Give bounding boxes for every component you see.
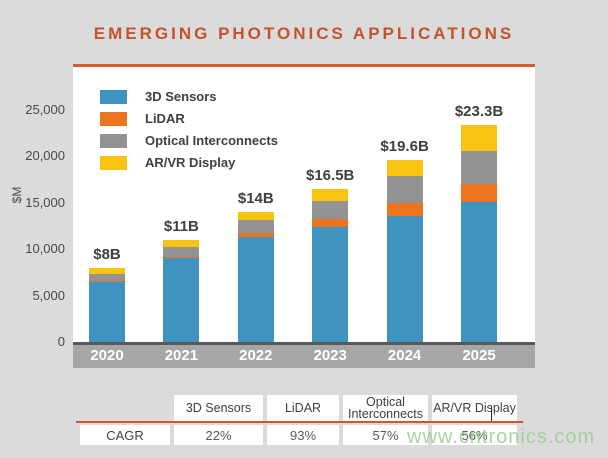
table-row-label: CAGR	[80, 425, 170, 445]
bar-segment-3d-sensors	[89, 281, 125, 342]
y-tick-label: 20,000	[25, 148, 65, 163]
bar-segment-3d-sensors	[312, 226, 349, 342]
bar-segment-optical-interconnects	[89, 274, 125, 281]
y-tick-label: 25,000	[25, 101, 65, 117]
bar-segment-ar-vr-display	[163, 239, 200, 248]
legend-label: Optical Interconnects	[145, 133, 278, 148]
bar-segment-3d-sensors	[461, 201, 497, 342]
bar-segment-3d-sensors	[163, 258, 200, 342]
bar-segment-lidar	[237, 233, 274, 237]
table-value: 93%	[267, 425, 339, 445]
table-header: LiDAR	[267, 395, 339, 421]
page-title: EMERGING PHOTONICS APPLICATIONS	[93, 24, 515, 43]
bar-total-label: $8B	[93, 245, 121, 263]
legend-label: 3D Sensors	[145, 89, 217, 104]
y-tick-label: 10,000	[25, 241, 65, 256]
legend-swatch	[100, 90, 127, 104]
table-orange-rule	[76, 421, 523, 423]
x-axis-line	[73, 342, 535, 345]
bar-segment-lidar	[163, 257, 200, 259]
table-value: 57%	[343, 425, 428, 445]
bar-segment-ar-vr-display	[237, 211, 274, 221]
bar-segment-lidar	[312, 219, 349, 227]
bar-total-label: $23.3B	[454, 103, 504, 121]
table-value: 22%	[174, 425, 263, 445]
table-value: 56%	[432, 425, 517, 445]
bar-segment-3d-sensors	[237, 236, 274, 342]
bar-total-label: $11B	[163, 217, 199, 235]
bar-segment-optical-interconnects	[386, 176, 423, 204]
chart-panel: $8B $11B $14B $16.5B $19.6B $23.3B 2020 2021 20…	[73, 64, 535, 368]
x-axis-year: 2021	[164, 347, 199, 364]
x-axis-year: 2024	[387, 347, 422, 364]
bar-segment-optical-interconnects	[461, 151, 497, 184]
legend-label: LiDAR	[145, 111, 185, 126]
legend-swatch	[100, 156, 127, 170]
table-header: Optical Interconnects	[343, 395, 428, 421]
y-tick-label: 15,000	[25, 194, 65, 210]
bar-total-label: $14B	[237, 189, 274, 207]
x-axis-year: 2022	[239, 347, 273, 364]
table-header: 3D Sensors	[174, 395, 263, 421]
cagr-table: 3D Sensors LiDAR Optical Interconnects AR/V…	[80, 395, 517, 445]
bar-segment-ar-vr-display	[386, 159, 423, 177]
text-cursor	[491, 406, 492, 421]
bar-total-label: $19.6B	[380, 137, 429, 155]
bar-segment-lidar	[386, 203, 423, 216]
bar-total-label: $16.5B	[306, 166, 355, 184]
x-axis-year: 2023	[313, 347, 347, 364]
legend-swatch	[100, 134, 127, 148]
legend-label: AR/VR Display	[145, 155, 236, 170]
x-axis-year: 2025	[462, 347, 496, 364]
table-header: AR/VR Display	[432, 395, 517, 421]
bar-segment-optical-interconnects	[163, 247, 200, 258]
bar-segment-lidar	[89, 280, 125, 282]
bar-segment-optical-interconnects	[237, 220, 274, 234]
bar-segment-optical-interconnects	[312, 200, 349, 220]
bar-segment-3d-sensors	[386, 215, 423, 342]
watermark: www.cntronics.com	[407, 426, 596, 448]
x-axis-band: 2020 2021 2022 2023 2024 2025	[73, 345, 535, 368]
legend-swatch	[100, 112, 127, 126]
plot-area: $8B $11B $14B $16.5B $19.6B $23.3B 2020 2021 20…	[73, 67, 535, 368]
y-tick-label: 5,000	[32, 287, 65, 303]
bar-segment-ar-vr-display	[89, 267, 125, 275]
x-axis-year: 2020	[90, 347, 124, 364]
bar-segment-ar-vr-display	[461, 125, 497, 152]
bar-segment-lidar	[461, 183, 497, 202]
y-tick-label: 0	[57, 334, 65, 349]
table-header-empty	[80, 395, 170, 421]
bar-segment-ar-vr-display	[312, 188, 349, 201]
